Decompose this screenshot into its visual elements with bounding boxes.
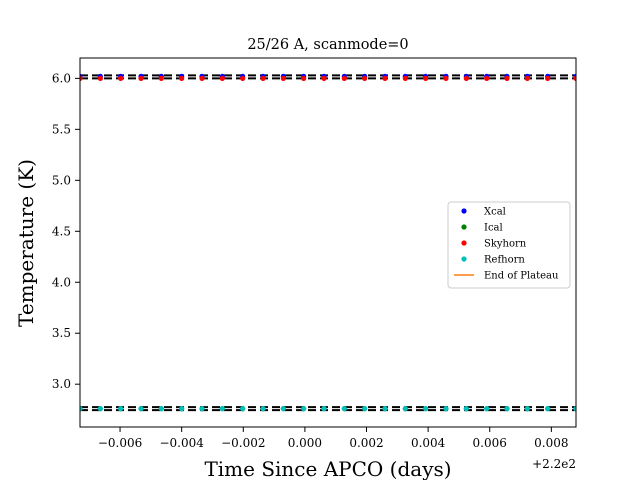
legend: Xcal Ical Skyhorn Refhorn End of Plateau <box>447 201 571 289</box>
point-skyhorn <box>240 75 246 81</box>
legend-label-end-of-plateau: End of Plateau <box>484 271 559 282</box>
y-tick-label: 3.0 <box>52 377 71 391</box>
point-refhorn <box>362 406 368 412</box>
point-skyhorn <box>423 75 429 81</box>
point-refhorn <box>240 406 246 412</box>
point-skyhorn <box>179 75 185 81</box>
point-skyhorn <box>321 75 327 81</box>
point-refhorn <box>341 406 347 412</box>
point-refhorn <box>80 406 83 412</box>
point-refhorn <box>504 406 510 412</box>
axis-ticks: −0.006 −0.004 −0.002 0.000 0.002 0.004 0.006 0.… <box>52 71 569 450</box>
point-refhorn <box>382 406 388 412</box>
point-skyhorn <box>260 75 266 81</box>
point-refhorn <box>545 406 551 412</box>
legend-swatch-refhorn <box>461 256 467 262</box>
plot-contents <box>80 73 576 412</box>
point-skyhorn <box>443 75 449 81</box>
x-tick-label: −0.004 <box>159 436 204 450</box>
point-skyhorn <box>97 75 103 81</box>
x-tick-label: −0.006 <box>98 436 142 450</box>
y-tick-label: 5.0 <box>52 173 71 187</box>
x-axis-offset-label: +2.2e2 <box>532 457 576 471</box>
y-tick-label: 4.0 <box>52 275 71 289</box>
point-refhorn <box>138 406 144 412</box>
point-refhorn <box>179 406 185 412</box>
point-refhorn <box>463 406 469 412</box>
legend-swatch-skyhorn <box>461 240 467 246</box>
point-refhorn <box>118 406 124 412</box>
point-skyhorn <box>158 75 164 81</box>
plot-area <box>79 57 577 428</box>
point-skyhorn <box>138 75 144 81</box>
legend-label-ical: Ical <box>484 223 503 234</box>
x-axis-label: Time Since APCO (days) <box>204 457 451 480</box>
point-skyhorn <box>524 75 530 81</box>
point-skyhorn <box>484 75 490 81</box>
point-skyhorn <box>463 75 469 81</box>
point-refhorn <box>321 406 327 412</box>
x-tick-label: 0.008 <box>534 436 568 450</box>
point-skyhorn <box>362 75 368 81</box>
point-skyhorn <box>341 75 347 81</box>
legend-box <box>447 201 571 289</box>
legend-label-refhorn: Refhorn <box>484 255 525 266</box>
point-skyhorn <box>219 75 225 81</box>
x-tick-label: −0.002 <box>221 436 265 450</box>
point-skyhorn <box>504 75 510 81</box>
y-axis-label: Temperature (K) <box>14 159 38 327</box>
point-refhorn <box>158 406 164 412</box>
point-skyhorn <box>301 75 307 81</box>
point-skyhorn <box>545 75 551 81</box>
point-skyhorn <box>80 75 83 81</box>
point-refhorn <box>573 406 576 412</box>
y-tick-label: 5.5 <box>52 122 71 136</box>
y-tick-label: 6.0 <box>52 71 71 85</box>
point-refhorn <box>524 406 530 412</box>
legend-swatch-ical <box>461 224 467 230</box>
legend-label-skyhorn: Skyhorn <box>484 239 527 250</box>
legend-swatch-xcal <box>461 208 467 214</box>
chart-title: 25/26 A, scanmode=0 <box>247 37 408 53</box>
x-tick-label: 0.004 <box>411 436 446 450</box>
point-skyhorn <box>118 75 124 81</box>
legend-label-xcal: Xcal <box>484 207 506 218</box>
point-skyhorn <box>199 75 205 81</box>
point-skyhorn <box>573 75 576 81</box>
x-tick-label: 0.000 <box>288 436 322 450</box>
point-refhorn <box>97 406 103 412</box>
axes-frame <box>79 57 577 428</box>
x-tick-label: 0.002 <box>349 436 383 450</box>
x-tick-label: 0.006 <box>473 436 507 450</box>
point-refhorn <box>301 406 307 412</box>
point-skyhorn <box>382 75 388 81</box>
point-refhorn <box>260 406 266 412</box>
point-refhorn <box>402 406 408 412</box>
point-refhorn <box>219 406 225 412</box>
y-tick-label: 3.5 <box>52 326 71 340</box>
point-refhorn <box>199 406 205 412</box>
point-skyhorn <box>402 75 408 81</box>
y-tick-label: 4.5 <box>52 224 71 238</box>
point-skyhorn <box>280 75 286 81</box>
point-refhorn <box>280 406 286 412</box>
point-refhorn <box>423 406 429 412</box>
point-refhorn <box>443 406 449 412</box>
point-refhorn <box>484 406 490 412</box>
